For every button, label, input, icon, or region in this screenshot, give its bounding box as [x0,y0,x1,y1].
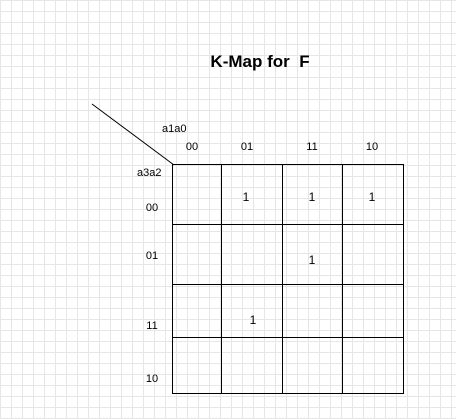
grid-line-col-2 [282,164,283,394]
row-variables-label: a3a2 [137,167,162,179]
column-header-01: 01 [240,141,254,153]
cell-01-11: 1 [308,253,316,267]
kmap-title: K-Map for F [210,52,310,71]
grid-line-row-3 [172,337,404,338]
grid-line-right [403,164,404,394]
grid-line-left [172,164,173,394]
row-header-00: 00 [145,202,159,214]
column-variables-label: a1a0 [162,123,187,135]
row-header-11: 11 [146,320,158,332]
cell-00-10: 1 [368,190,376,204]
grid-line-row-2 [172,284,404,285]
grid-line-bottom [172,393,404,394]
cell-00-11: 1 [308,190,316,204]
grid-line-row-1 [172,224,404,225]
column-header-00: 00 [185,141,199,153]
grid-line-col-1 [221,164,222,394]
column-header-10: 10 [365,141,379,153]
grid-line-top [172,164,404,165]
cell-00-01: 1 [242,190,250,204]
row-header-10: 10 [145,373,159,385]
column-header-11: 11 [306,141,318,153]
grid-line-col-3 [342,164,343,394]
cell-11-01: 1 [249,313,257,327]
row-header-01: 01 [145,250,159,262]
